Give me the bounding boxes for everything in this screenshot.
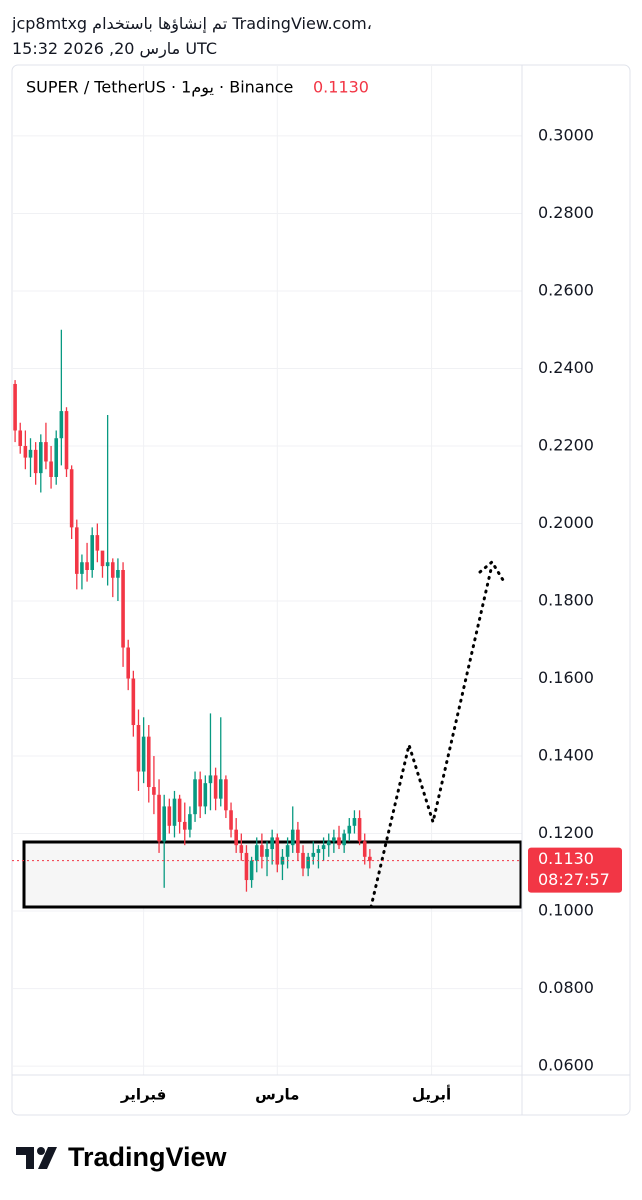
candle-body [116,570,120,578]
x-tick-label: فبراير [120,1086,166,1104]
candle-body [218,779,223,799]
candle-body [249,860,254,881]
projection-arrow [369,563,494,909]
candle-body [229,810,233,830]
candle-body [59,411,64,439]
candle-body [121,570,125,648]
candle-body [193,779,197,815]
chart-title: SUPER / TetherUS · 1يوم · Binance [26,78,293,98]
y-tick-label: 0.1400 [538,746,594,765]
header-line: jcp8mtxg تم إنشاؤها باستخدام TradingView… [12,14,372,33]
candle-body [203,783,208,807]
candle-body [80,562,84,574]
candle-body [131,678,136,726]
candle-body [74,527,79,574]
y-tick-label: 0.2800 [538,203,594,222]
x-tick-label: أبريل [412,1085,451,1104]
x-tick-label: مارس [255,1086,299,1104]
y-tick-label: 0.0800 [538,978,594,997]
candle-body [18,430,23,446]
candle-body [285,845,290,857]
candle-body [38,442,43,474]
candle-body [337,837,341,846]
candle-body [95,535,100,551]
candle-body [368,856,372,861]
y-tick-label: 0.2600 [538,280,594,299]
header-price: 0.1130 [313,78,369,97]
candle-body [270,837,274,850]
candle-body [85,562,89,570]
candle-body [290,829,295,846]
candle-body [362,841,367,857]
candle-body [296,829,300,853]
candle-body [244,852,249,881]
candle-body [157,794,161,842]
candle-body [198,779,202,807]
candle-body [188,814,192,830]
candle-body [326,841,331,846]
candle-body [136,725,141,772]
candle-body [64,411,69,470]
candle-body [213,775,218,799]
candle-body [182,821,187,830]
candle-body [352,818,357,826]
candle-body [311,852,316,857]
candle-body [239,845,244,853]
y-tick-label: 0.1800 [538,591,594,610]
candle-body [162,806,166,842]
candle-body [234,829,238,846]
price-tag [528,847,622,893]
candle-body [260,845,264,857]
candle-body [44,442,48,462]
header-line: مارس 20, 2026 15:32 UTC [12,39,218,58]
candle-body [141,736,146,772]
candle-body [28,449,33,458]
candle-body [146,736,151,788]
candle-body [275,837,280,865]
candle-body [105,562,110,567]
candle-body [321,845,326,850]
candle-body [100,550,105,567]
y-tick-label: 0.1600 [538,668,594,687]
candle-body [90,535,95,570]
candle-body [23,445,28,458]
logo-icon [16,1147,57,1169]
candle-body [167,806,172,826]
candle-body [13,383,17,431]
candle-body [110,562,115,578]
chart-frame [11,64,631,1116]
candle-body [306,856,310,869]
candle-body [177,798,182,822]
candle-body [347,825,352,834]
candle-body [342,833,346,846]
y-tick-label: 0.1200 [538,823,594,842]
candle-body [126,647,131,679]
candle-body [208,775,213,784]
candle-body [152,787,156,795]
y-tick-label: 0.1000 [538,901,594,920]
y-tick-label: 0.2200 [538,435,594,454]
y-tick-label: 0.2000 [538,513,594,532]
candle-body [69,469,74,528]
countdown: 08:27:57 [538,870,610,889]
y-tick-label: 0.3000 [538,125,594,144]
y-tick-label: 0.2400 [538,358,594,377]
candle-body [49,461,53,477]
candle-body [172,798,177,826]
candle-body [54,438,59,477]
candle-body [332,837,336,842]
candle-body [224,779,228,811]
candle-body [316,849,321,853]
candle-body [254,845,259,861]
arrow-head [478,559,505,582]
price-tag-label: 0.1130 [538,849,594,868]
logo-text: TradingView [68,1142,228,1172]
y-tick-label: 0.0600 [538,1056,594,1075]
candle-body [265,849,269,857]
candle-body [357,818,362,842]
candle-body [33,449,38,474]
